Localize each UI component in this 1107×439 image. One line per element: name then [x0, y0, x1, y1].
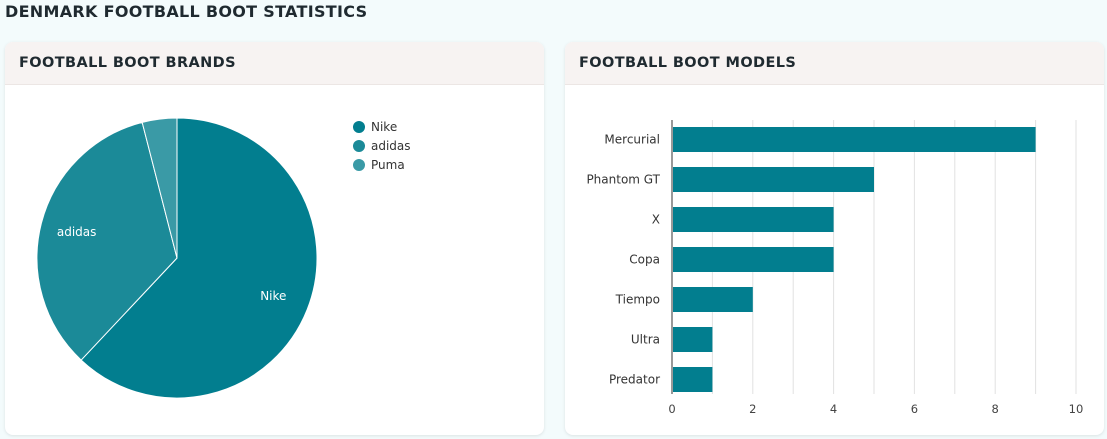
legend-label: adidas: [371, 138, 411, 153]
bar-ultra[interactable]: [673, 327, 713, 352]
category-label: Tiempo: [615, 293, 660, 307]
category-label: Phantom GT: [586, 173, 660, 187]
pie-slice-adidas[interactable]: [36, 121, 178, 361]
x-tick-label: 2: [749, 402, 756, 416]
pie-label-nike: Nike: [260, 289, 286, 303]
models-card-title: FOOTBALL BOOT MODELS: [565, 42, 1104, 85]
category-label: Ultra: [631, 333, 660, 347]
pie-slice-puma[interactable]: [141, 117, 178, 259]
bar-phantom-gt[interactable]: [673, 167, 874, 192]
brands-legend: Nike adidas Puma: [353, 117, 411, 174]
page-title: DENMARK FOOTBALL BOOT STATISTICS: [5, 2, 368, 21]
legend-label: Puma: [371, 157, 405, 172]
bar-tiempo[interactable]: [673, 287, 753, 312]
category-label: Copa: [629, 253, 660, 267]
bar-predator[interactable]: [673, 367, 713, 392]
bar-copa[interactable]: [673, 247, 834, 272]
x-tick-label: 6: [911, 402, 918, 416]
category-label: Mercurial: [604, 133, 660, 147]
legend-label: Nike: [371, 119, 398, 134]
models-chart-area: Mercurial Phantom GT X Copa Tiempo Ultra Preda…: [565, 85, 1104, 435]
category-label: X: [652, 213, 660, 227]
x-tick-label: 0: [668, 402, 675, 416]
brands-card-title: FOOTBALL BOOT BRANDS: [5, 42, 544, 85]
legend-dot-icon: [353, 139, 365, 152]
brands-card: FOOTBALL BOOT BRANDS Nike adidas Nike adid…: [5, 42, 544, 435]
pie-label-adidas: adidas: [57, 225, 97, 239]
bar-mercurial[interactable]: [673, 127, 1036, 152]
x-tick-label: 8: [992, 402, 999, 416]
models-bar-chart: Mercurial Phantom GT X Copa Tiempo Ultra Preda…: [586, 120, 1084, 416]
legend-item-adidas[interactable]: adidas: [353, 136, 411, 155]
legend-dot-icon: [353, 158, 365, 171]
pie-slice-nike[interactable]: [80, 117, 318, 399]
brands-chart-area: Nike adidas Nike adidas Puma: [5, 85, 544, 435]
brands-pie-chart: Nike adidas: [36, 117, 318, 399]
x-tick-label: 10: [1069, 402, 1084, 416]
models-card: FOOTBALL BOOT MODELS Mercurial Phantom GT…: [565, 42, 1104, 435]
legend-item-puma[interactable]: Puma: [353, 155, 411, 174]
legend-item-nike[interactable]: Nike: [353, 117, 411, 136]
x-tick-label: 4: [830, 402, 837, 416]
legend-dot-icon: [353, 120, 365, 133]
category-label: Predator: [609, 373, 660, 387]
bar-x[interactable]: [673, 207, 834, 232]
